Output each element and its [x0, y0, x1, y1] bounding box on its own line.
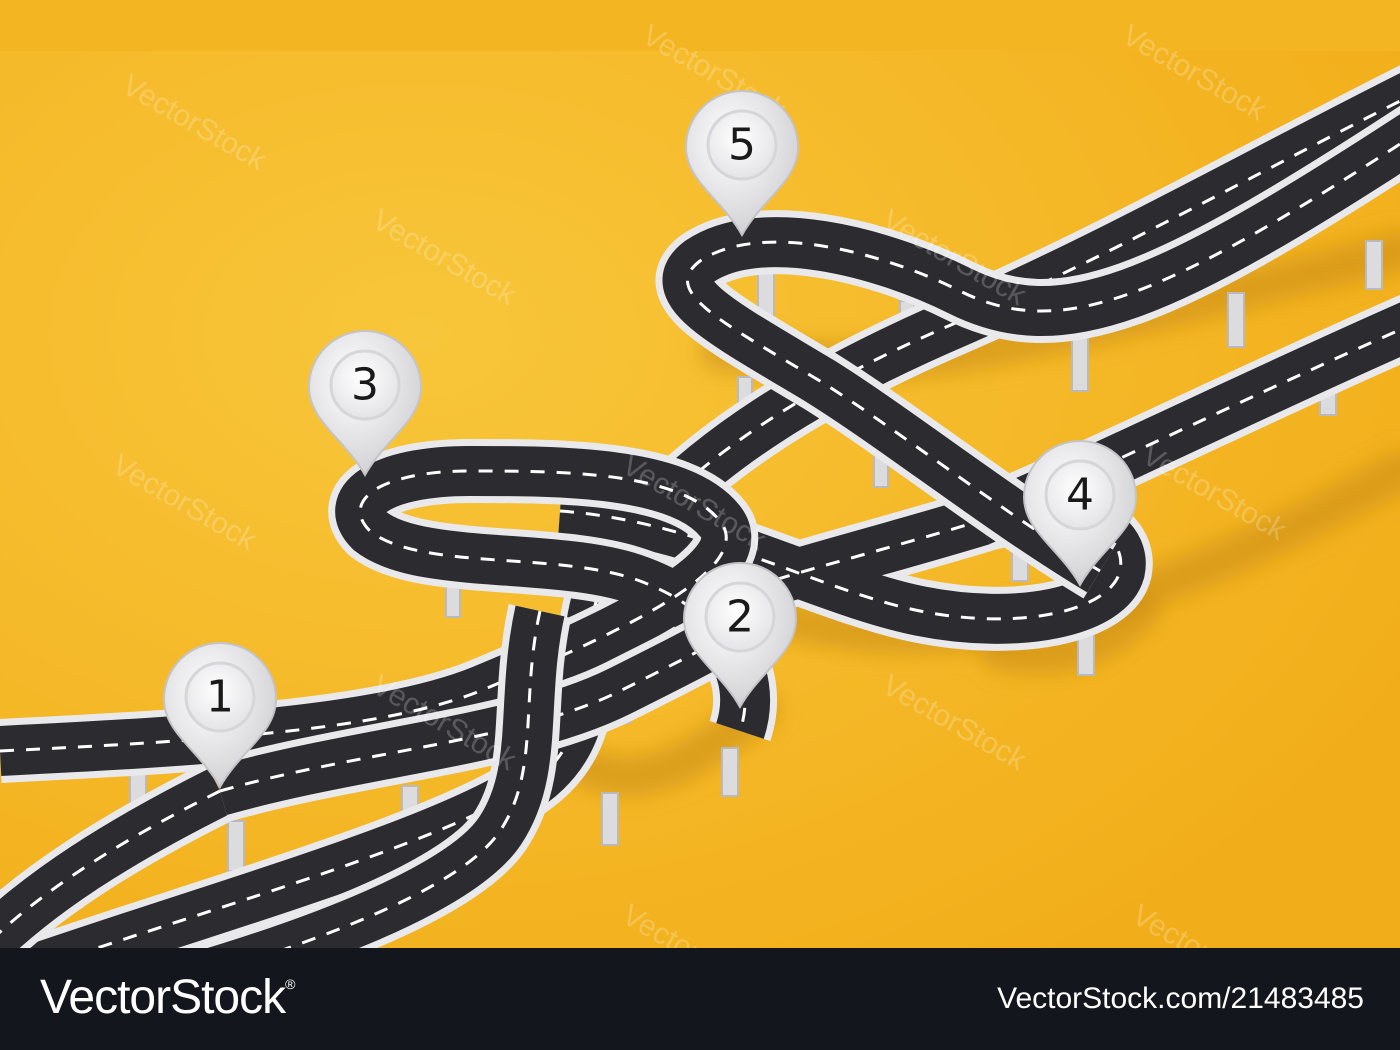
map-pin-3: 3 [307, 330, 423, 478]
road-c [0, 439, 777, 783]
pin-number: 5 [728, 120, 756, 171]
pillar [1227, 292, 1245, 348]
map-pin-5: 5 [684, 90, 800, 238]
map-pin-2: 2 [682, 562, 798, 710]
pin-number: 1 [206, 672, 234, 723]
logo-text: VectorStock [40, 971, 286, 1024]
map-pin-4: 4 [1022, 440, 1138, 588]
road-d [655, 105, 1400, 599]
map-pin-1: 1 [162, 642, 278, 790]
pillar [227, 820, 245, 872]
image-id: VectorStock.com/21483485 [997, 982, 1364, 1015]
pin-number: 2 [726, 592, 754, 643]
pillar [601, 792, 619, 846]
pillar [1365, 240, 1383, 290]
footer-bar: VectorStock® VectorStock.com/21483485 [0, 948, 1400, 1050]
pin-number: 3 [351, 360, 379, 411]
registered-mark: ® [285, 976, 295, 992]
vectorstock-logo[interactable]: VectorStock® [40, 970, 295, 1025]
pillar [1071, 336, 1089, 392]
pin-number: 4 [1066, 470, 1094, 521]
pillar [721, 747, 739, 797]
